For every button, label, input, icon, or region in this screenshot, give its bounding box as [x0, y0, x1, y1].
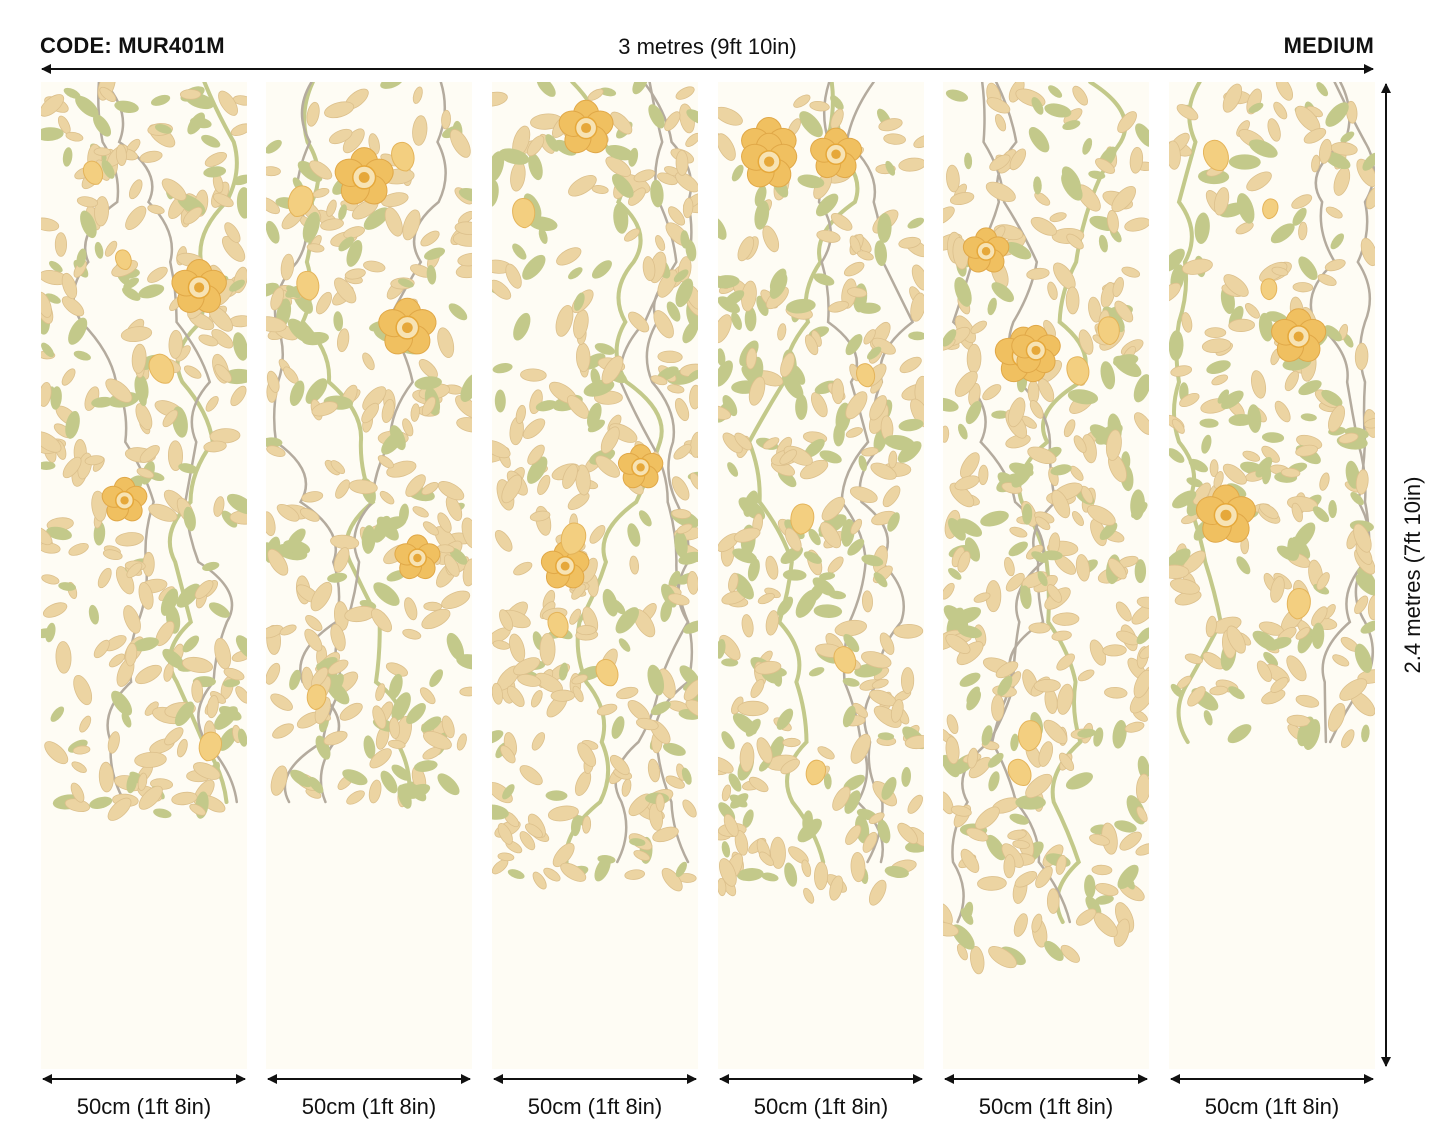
size-label: MEDIUM — [1283, 33, 1374, 58]
wallpaper-panel-2 — [266, 82, 472, 1069]
bud-motif — [1203, 139, 1229, 171]
flower-motif — [540, 541, 590, 589]
flower-motif — [962, 227, 1010, 273]
bud-motif — [148, 353, 175, 384]
product-code: CODE: MUR401M — [40, 33, 225, 58]
bud-motif — [287, 185, 314, 217]
bud-motif — [391, 142, 415, 172]
flower-motif — [378, 297, 437, 355]
total-width-label: 3 metres (9ft 10in) — [618, 34, 797, 59]
panel-width-label: 50cm (1ft 8in) — [301, 1094, 437, 1119]
bud-motif — [547, 612, 569, 638]
wallpaper-panel-6 — [1169, 82, 1375, 1069]
bud-motif — [560, 522, 587, 555]
bud-motif — [198, 731, 222, 762]
bud-motif — [1018, 720, 1042, 752]
flower-motif — [558, 99, 614, 154]
flower-motif — [101, 476, 148, 522]
panel-width-label: 50cm (1ft 8in) — [527, 1094, 663, 1119]
flower-motif — [741, 132, 798, 188]
bud-motif — [790, 503, 815, 535]
total-height-label: 2.4 metres (7ft 10in) — [1400, 476, 1425, 674]
bud-motif — [82, 160, 104, 185]
flower-motif — [171, 258, 227, 313]
bud-motif — [1097, 316, 1120, 346]
bud-motif — [1007, 758, 1032, 786]
bud-motif — [1260, 278, 1278, 301]
panel-width-label: 50cm (1ft 8in) — [76, 1094, 212, 1119]
flower-motif — [617, 444, 664, 489]
bud-motif — [595, 658, 619, 687]
wallpaper-panel-3 — [492, 82, 698, 1069]
bud-motif — [296, 271, 320, 301]
bud-motif — [1066, 356, 1090, 386]
flower-motif — [334, 147, 394, 205]
wallpaper-panel-4 — [718, 82, 924, 1069]
flower-motif — [394, 534, 441, 580]
bud-motif — [512, 198, 536, 229]
flower-motif — [1196, 484, 1256, 543]
bud-motif — [1262, 198, 1279, 220]
wallpaper-panel-5 — [943, 82, 1149, 1069]
flower-motif — [1271, 308, 1327, 362]
bud-motif — [856, 363, 876, 388]
flower-motif — [810, 127, 862, 179]
bud-motif — [1286, 588, 1311, 620]
bud-motif — [115, 249, 132, 270]
bud-motif — [833, 646, 857, 674]
panel-width-label: 50cm (1ft 8in) — [978, 1094, 1114, 1119]
flower-motif — [1011, 324, 1061, 374]
bud-motif — [805, 759, 827, 786]
panel-width-label: 50cm (1ft 8in) — [753, 1094, 889, 1119]
bud-motif — [306, 684, 327, 711]
panel-width-label: 50cm (1ft 8in) — [1204, 1094, 1340, 1119]
wallpaper-panel-1 — [41, 82, 247, 1069]
